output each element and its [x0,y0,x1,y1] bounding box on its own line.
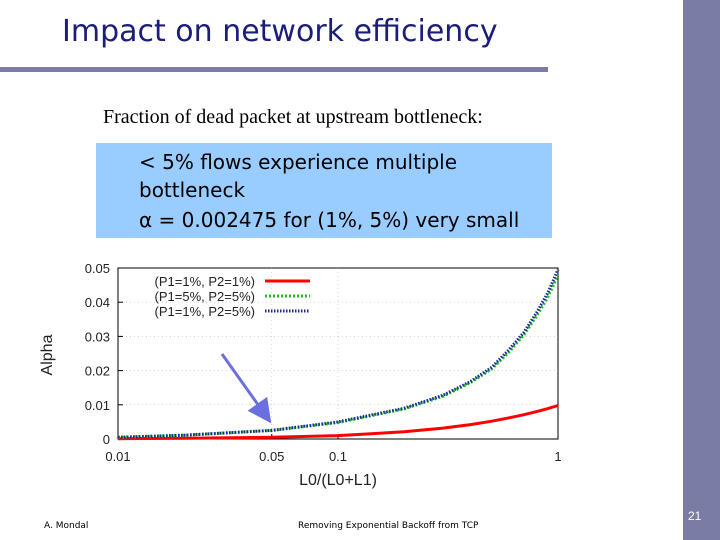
x-tick-label-3: 1 [554,449,561,464]
legend-label-2: (P1=1%, P2=5%) [155,304,255,319]
y-axis-label: Alpha [39,334,56,375]
page-number: 21 [688,509,702,523]
legend-label-0: (P1=1%, P2=1%) [155,274,255,289]
right-accent-bar [683,0,720,540]
series-line-2 [117,269,560,439]
callout-line-1: < 5% flows experience multiple [139,150,458,174]
callout-line-3: α = 0.002475 for (1%, 5%) very small [139,208,520,232]
series-lines [117,269,560,441]
y-axis-ticks: 0 0.01 0.02 0.03 0.04 0.05 [85,261,123,447]
legend-label-1: (P1=5%, P2=5%) [155,289,255,304]
x-axis-ticks: 0.01 0.05 0.1 1 [105,434,562,464]
slide-title: Impact on network efficiency [62,14,498,49]
title-underline [0,67,548,72]
y-tick-label-0: 0 [103,432,110,447]
x-axis-label: L0/(L0+L1) [299,472,377,489]
y-tick-label-4: 0.04 [85,295,110,310]
callout-box: < 5% flows experience multiple bottlenec… [96,143,552,238]
callout-line-2: bottleneck [139,178,246,202]
footer-title: Removing Exponential Backoff from TCP [298,521,479,531]
x-tick-label-1: 0.05 [259,449,284,464]
x-tick-label-0: 0.01 [105,449,130,464]
x-tick-label-2: 0.1 [329,449,347,464]
slide-subtitle: Fraction of dead packet at upstream bott… [103,106,483,128]
y-tick-label-2: 0.02 [85,364,110,379]
y-tick-label-3: 0.03 [85,329,110,344]
y-tick-label-1: 0.01 [85,398,110,413]
gridlines [118,268,558,439]
footer-author: A. Mondal [44,521,89,531]
y-tick-label-5: 0.05 [85,261,110,276]
arrow-annotation [220,353,272,424]
series-line-0 [117,404,559,441]
chart-legend: (P1=1%, P2=1%)(P1=5%, P2=5%)(P1=1%, P2=5… [155,274,310,319]
annotation-arrow [220,353,272,424]
